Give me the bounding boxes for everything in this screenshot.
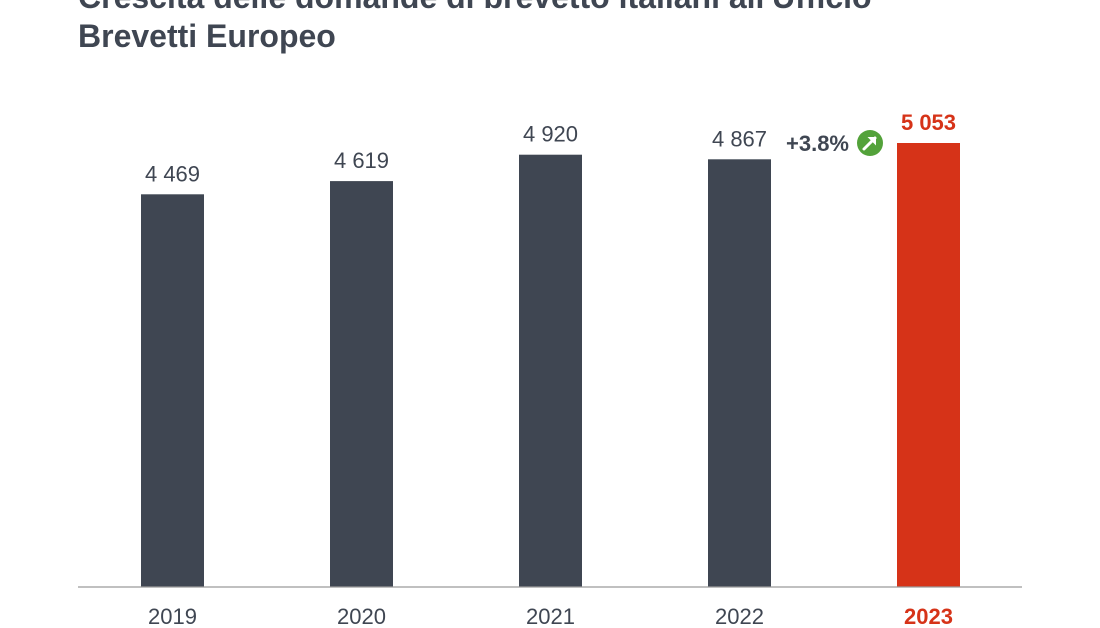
value-label-2020: 4 619 [334,148,389,173]
growth-label: +3.8% [786,131,849,156]
bar-2019 [141,194,204,588]
x-tick-labels-group: 2019 2020 2021 2022 2023 [148,604,953,628]
x-tick-label-2022: 2022 [715,604,764,628]
value-label-2023: 5 053 [901,110,956,135]
bar-2023 [897,143,960,587]
bar-2021 [519,154,582,587]
growth-annotation: +3.8% [786,130,883,156]
bar-2022 [708,159,771,588]
value-label-2022: 4 867 [712,126,767,151]
value-label-2019: 4 469 [145,161,200,186]
value-label-2021: 4 920 [523,122,578,147]
bars-group [141,143,960,588]
x-tick-label-2020: 2020 [337,604,386,628]
bar-2020 [330,181,393,587]
x-tick-label-2019: 2019 [148,604,197,628]
value-labels-group: 4 469 4 619 4 920 4 867 5 053 [145,110,956,186]
chart-title: Crescita delle domande di brevetto itali… [78,0,872,54]
x-tick-label-2023: 2023 [904,604,953,628]
up-right-arrow-icon [857,130,883,156]
x-tick-label-2021: 2021 [526,604,575,628]
